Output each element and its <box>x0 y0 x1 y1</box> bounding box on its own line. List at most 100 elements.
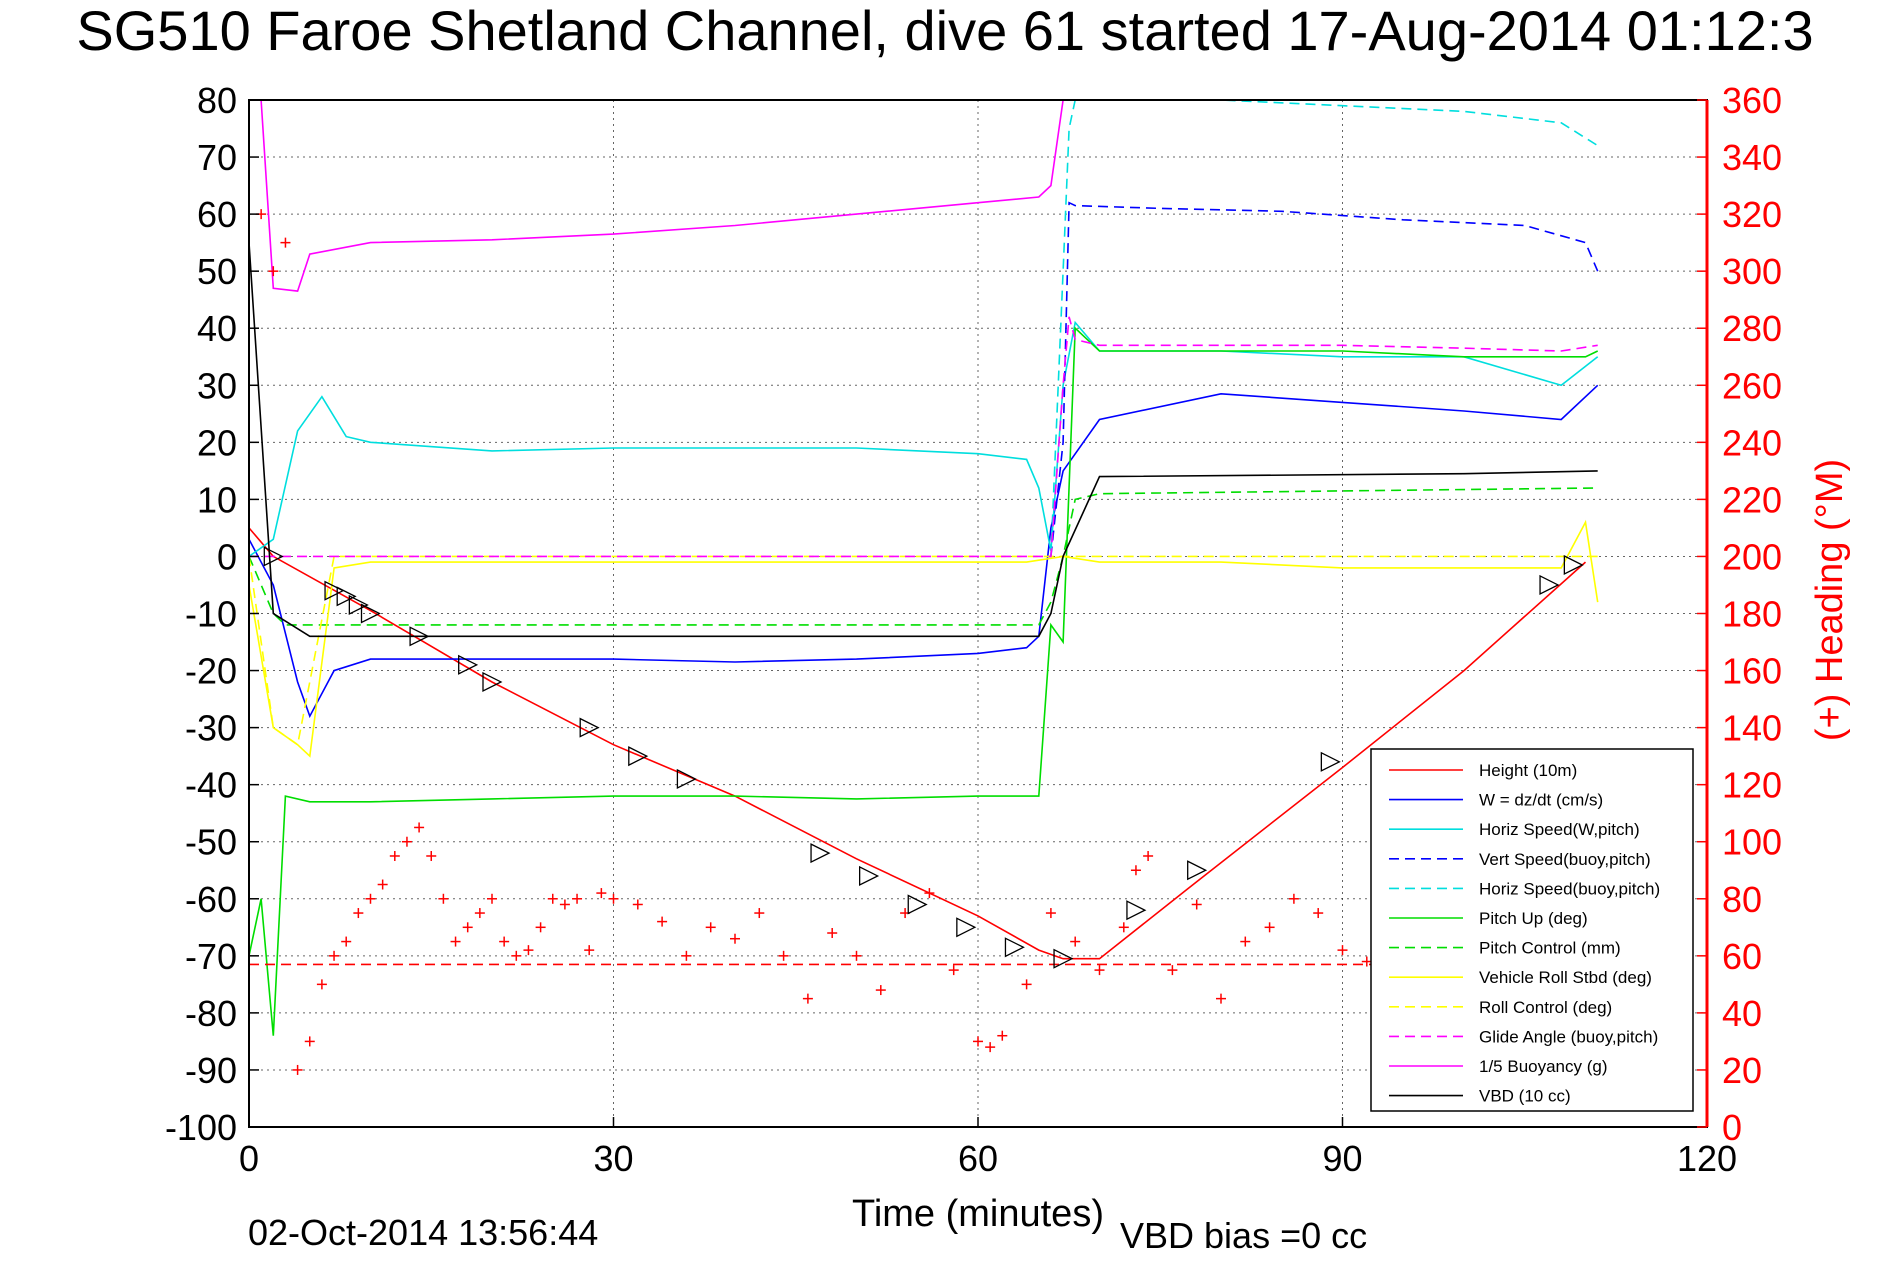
right-tick-label: 40 <box>1722 993 1762 1034</box>
triangle-marker <box>628 746 649 767</box>
heading-marker <box>1045 908 1056 919</box>
left-tick-label: -50 <box>185 822 237 863</box>
heading-marker <box>280 237 291 248</box>
right-tick-label: 340 <box>1722 137 1782 178</box>
heading-marker <box>559 899 570 910</box>
footer-timestamp: 02-Oct-2014 13:56:44 <box>248 1212 598 1253</box>
heading-marker <box>377 879 388 890</box>
heading-marker <box>401 836 412 847</box>
left-tick-label: 30 <box>197 365 237 406</box>
triangle-marker <box>482 671 503 693</box>
heading-marker <box>547 893 558 904</box>
heading-marker <box>985 1042 996 1053</box>
right-tick-label: 100 <box>1722 822 1782 863</box>
right-tick-label: 280 <box>1722 308 1782 349</box>
heading-marker <box>523 945 534 956</box>
heading-marker <box>1130 865 1141 876</box>
left-tick-label: -100 <box>165 1107 237 1148</box>
triangle-marker <box>336 586 357 607</box>
series-line-0 <box>249 527 1587 960</box>
left-tick-label: 80 <box>197 80 237 121</box>
series-line-10 <box>260 100 1064 292</box>
right-tick-label: 140 <box>1722 708 1782 749</box>
triangle-marker <box>1004 937 1025 958</box>
heading-marker <box>1313 908 1324 919</box>
footer-vbd-bias: VBD bias =0 cc <box>1120 1215 1367 1256</box>
heading-marker <box>657 916 668 927</box>
triangle-marker <box>1563 554 1584 576</box>
triangle-marker <box>907 894 928 915</box>
left-tick-label: -20 <box>185 651 237 692</box>
heading-marker <box>268 266 279 277</box>
heading-marker <box>705 922 716 933</box>
right-tick-label: 180 <box>1722 594 1782 635</box>
legend-label-7: Vehicle Roll Stbd (deg) <box>1479 968 1652 987</box>
heading-marker <box>1288 893 1299 904</box>
x-tick-label: 120 <box>1677 1138 1737 1179</box>
legend-label-8: Roll Control (deg) <box>1479 998 1612 1017</box>
heading-marker <box>1021 979 1032 990</box>
x-axis-ticks: 0 30 60 90 120 <box>239 1117 1737 1179</box>
heading-marker <box>997 1030 1008 1041</box>
heading-marker <box>487 893 497 904</box>
legend-label-4: Horiz Speed(buoy,pitch) <box>1479 879 1660 898</box>
heading-marker <box>329 950 340 961</box>
heading-marker <box>341 936 352 947</box>
x-tick-label: 60 <box>958 1138 998 1179</box>
heading-marker <box>948 965 959 976</box>
right-tick-label: 240 <box>1722 422 1782 463</box>
heading-marker <box>1264 922 1275 933</box>
right-tick-label: 0 <box>1722 1107 1742 1148</box>
heading-marker <box>596 888 607 899</box>
heading-marker <box>450 936 461 947</box>
heading-marker <box>827 928 838 939</box>
heading-marker <box>474 908 485 919</box>
triangle-marker <box>1320 751 1341 772</box>
series-line-8 <box>249 555 1598 747</box>
left-tick-label: 50 <box>197 251 237 292</box>
legend-label-0: Height (10m) <box>1479 761 1577 780</box>
heading-marker <box>353 908 364 919</box>
right-tick-label: 320 <box>1722 194 1782 235</box>
triangle-marker <box>1126 900 1147 921</box>
heading-marker <box>414 822 425 833</box>
legend-label-9: Glide Angle (buoy,pitch) <box>1479 1027 1658 1046</box>
heading-marker <box>584 945 595 956</box>
left-tick-label: 60 <box>197 194 237 235</box>
triangle-marker <box>409 626 430 647</box>
heading-marker <box>632 899 643 910</box>
legend-box <box>1370 748 1694 1112</box>
heading-marker <box>316 979 327 990</box>
triangle-marker <box>324 580 345 601</box>
right-tick-label: 60 <box>1722 936 1762 977</box>
legend: Height (10m) W = dz/dt (cm/s) Horiz Speed(… <box>1370 748 1694 1112</box>
legend-label-3: Vert Speed(buoy,pitch) <box>1479 850 1651 869</box>
heading-marker <box>875 985 886 996</box>
heading-marker <box>1361 956 1372 967</box>
heading-marker <box>1070 936 1081 947</box>
right-tick-label: 160 <box>1722 651 1782 692</box>
triangle-marker <box>956 917 977 938</box>
left-tick-label: 0 <box>217 536 237 577</box>
heading-marker <box>426 850 437 861</box>
legend-label-1: W = dz/dt (cm/s) <box>1479 791 1603 810</box>
legend-label-5: Pitch Up (deg) <box>1479 909 1588 928</box>
left-tick-label: -10 <box>185 594 237 635</box>
heading-marker <box>973 1036 983 1047</box>
heading-marker <box>499 936 510 947</box>
heading-marker <box>535 922 546 933</box>
right-axis-label: (+) Heading (°M) <box>1809 459 1851 741</box>
heading-marker <box>1094 965 1105 976</box>
heading-marker <box>1191 899 1202 910</box>
triangle-marker <box>360 603 381 624</box>
right-tick-label: 300 <box>1722 251 1782 292</box>
heading-marker <box>365 893 376 904</box>
left-tick-label: -60 <box>185 879 237 920</box>
triangle-marker <box>1539 574 1560 596</box>
heading-marker <box>681 950 692 961</box>
left-tick-label: 20 <box>197 422 237 463</box>
left-tick-label: -30 <box>185 708 237 749</box>
heading-marker <box>1143 850 1154 861</box>
right-tick-label: 260 <box>1722 365 1782 406</box>
